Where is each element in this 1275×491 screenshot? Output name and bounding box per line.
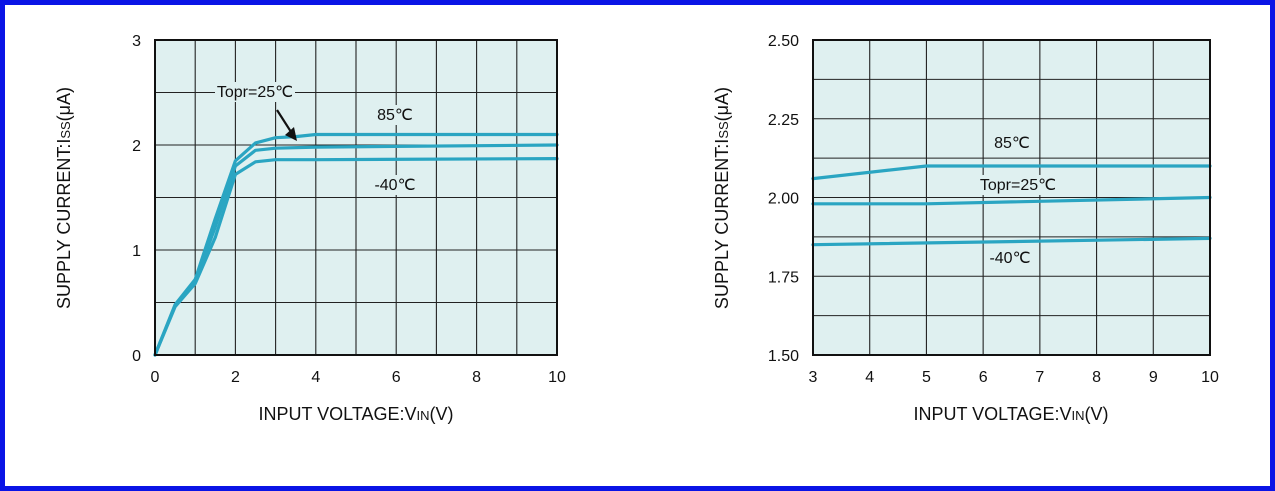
series-annotation: Topr=25℃ <box>217 84 293 101</box>
series-line <box>811 164 1212 181</box>
x-tick-label: 3 <box>809 369 818 386</box>
plot-border <box>154 39 558 356</box>
y-tick-label: 0 <box>132 348 141 365</box>
x-tick-label: 9 <box>1149 369 1158 386</box>
x-axis-label: INPUT VOLTAGE:VIN(V) <box>913 404 1108 424</box>
annotation-arrowhead <box>285 127 297 141</box>
x-tick-label: 8 <box>1092 369 1101 386</box>
y-tick-label: 1.75 <box>768 269 799 286</box>
x-tick-label: 6 <box>979 369 988 386</box>
y-tick-label: 2.00 <box>768 191 799 208</box>
y-tick-label: 1.50 <box>768 348 799 365</box>
series-annotation: Topr=25℃ <box>980 177 1056 194</box>
annotation-backdrop <box>988 248 1032 268</box>
annotation-backdrop <box>994 133 1030 153</box>
y-tick-label: 2.50 <box>768 33 799 50</box>
series-line <box>811 236 1212 247</box>
grid <box>155 40 557 355</box>
chart-2: 85℃ Topr=25℃ -40℃ 3 4 5 6 7 8 9 10 1.50 1.75 2.00 2.25… <box>712 33 1219 424</box>
x-tick-label: 10 <box>1201 369 1219 386</box>
y-axis-label: SUPPLY CURRENT:ISS(μA) <box>712 87 732 309</box>
series-annotation: -40℃ <box>989 250 1030 267</box>
y-axis-label: SUPPLY CURRENT:ISS(μA) <box>54 87 74 309</box>
y-tick-label: 3 <box>132 33 141 50</box>
x-tick-label: 7 <box>1035 369 1044 386</box>
x-tick-label: 5 <box>922 369 931 386</box>
annotation-backdrop <box>373 175 417 195</box>
x-axis-label: INPUT VOLTAGE:VIN(V) <box>258 404 453 424</box>
x-tick-label: 4 <box>311 369 320 386</box>
x-tick-label: 4 <box>865 369 874 386</box>
series-annotation: -40℃ <box>374 177 415 194</box>
x-tick-label: 6 <box>392 369 401 386</box>
annotation-backdrop <box>215 82 295 102</box>
annotation-backdrop <box>377 105 413 125</box>
series-annotation: 85℃ <box>994 135 1030 152</box>
y-tick-label: 1 <box>132 243 141 260</box>
chart-1: 85℃ Topr=25℃ -40℃ 0 2 4 6 8 10 0 1 2 3 INPUT VOLTAGE:… <box>54 33 566 424</box>
x-tick-label: 8 <box>472 369 481 386</box>
series-line <box>153 157 559 357</box>
x-tick-label: 2 <box>231 369 240 386</box>
series-line <box>811 195 1212 206</box>
series-annotation: 85℃ <box>377 107 413 124</box>
plot-border <box>812 39 1211 356</box>
x-tick-label: 0 <box>151 369 160 386</box>
x-tick-label: 10 <box>548 369 566 386</box>
annotation-backdrop <box>978 175 1058 195</box>
y-tick-label: 2.25 <box>768 112 799 129</box>
y-tick-label: 2 <box>132 138 141 155</box>
